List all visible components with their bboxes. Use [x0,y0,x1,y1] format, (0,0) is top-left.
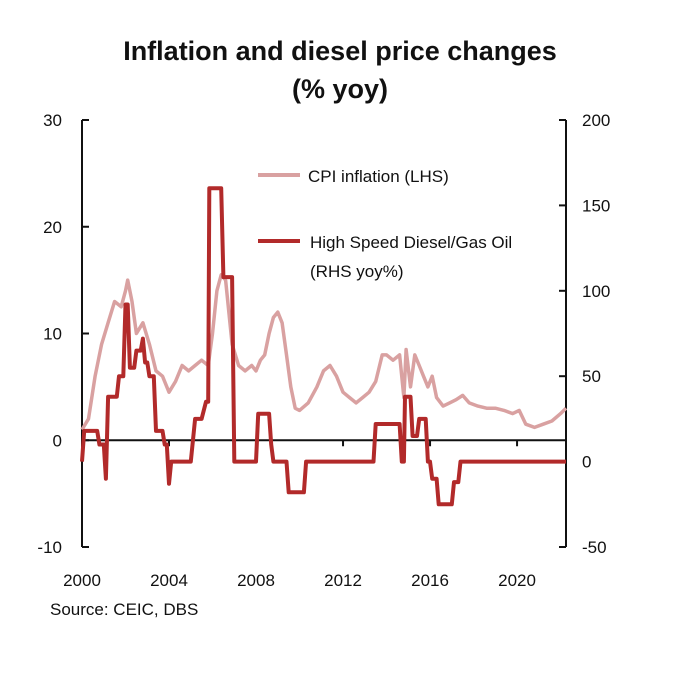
legend-label-diesel-line2: (RHS yoy%) [310,262,404,281]
y-left-tick-label: 20 [43,218,62,237]
y-right-tick-label: 50 [582,367,601,386]
legend-label-diesel-line1: High Speed Diesel/Gas Oil [310,233,512,252]
series-line-diesel [80,186,566,507]
y-left-tick-label: 10 [43,325,62,344]
y-right-tick-label: -50 [582,538,607,557]
series-line-cpi [80,273,568,431]
x-tick-label: 2020 [498,571,536,590]
y-right-tick-label: 150 [582,196,610,215]
y-right-tick-label: 200 [582,111,610,130]
legend-label-cpi: CPI inflation (LHS) [308,167,449,186]
x-tick-label: 2004 [150,571,188,590]
y-left-tick-label: 0 [53,431,62,450]
chart-title: Inflation and diesel price changes [123,36,557,66]
x-tick-label: 2012 [324,571,362,590]
chart-subtitle: (% yoy) [291,74,389,104]
x-tick-label: 2016 [411,571,449,590]
y-right-tick-label: 0 [582,453,591,472]
x-tick-label: 2000 [63,571,101,590]
y-left-tick-label: -10 [37,538,62,557]
source-note: Source: CEIC, DBS [50,600,199,619]
y-right-tick-label: 100 [582,282,610,301]
x-tick-label: 2008 [237,571,275,590]
y-left-tick-label: 30 [43,111,62,130]
